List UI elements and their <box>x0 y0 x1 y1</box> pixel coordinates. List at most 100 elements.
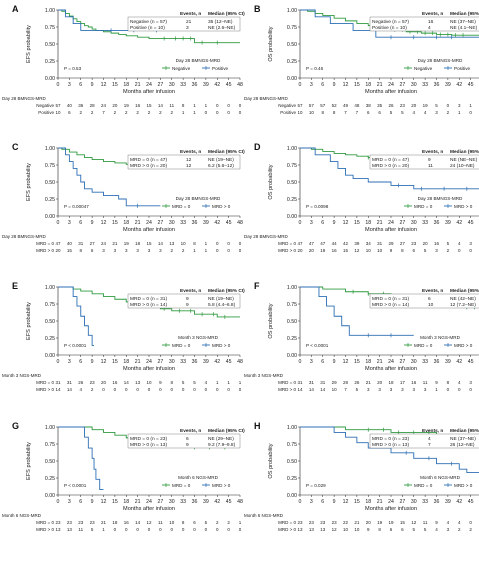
risk-value: 6 <box>193 520 196 525</box>
p-value: P = 0.0098 <box>306 204 329 209</box>
x-tick-label: 36 <box>192 82 198 88</box>
risk-value: 0 <box>193 527 196 532</box>
p-value: P = 0.53 <box>64 66 82 71</box>
risk-value: 3 <box>159 248 162 253</box>
legend-title: Month 3 NGS-MRD <box>178 335 219 340</box>
risk-value: 0 <box>227 110 230 115</box>
x-tick-label: 39 <box>203 499 209 505</box>
x-tick-label: 3 <box>310 499 313 505</box>
risk-value: 0 <box>216 241 219 246</box>
risk-value: 57 <box>297 103 303 108</box>
x-tick-label: 24 <box>146 220 152 226</box>
risk-value: 5 <box>91 527 94 532</box>
stats-group: MRD > 0 (n = 14) <box>130 302 167 308</box>
risk-value: 9 <box>390 248 393 253</box>
risk-row-label: MRD > 0 <box>36 387 54 392</box>
x-tick-label: 21 <box>135 359 141 365</box>
risk-value: 3 <box>458 103 461 108</box>
x-tick-label: 12 <box>343 499 349 505</box>
risk-value: 23 <box>90 520 96 525</box>
stats-events: 9 <box>186 442 189 448</box>
x-tick-label: 36 <box>192 499 198 505</box>
y-tick-label: 0.00 <box>45 353 55 359</box>
risk-value: 15 <box>67 248 73 253</box>
risk-row-label: MRD > 0 <box>36 527 54 532</box>
risk-value: 0 <box>227 248 230 253</box>
stats-events: 6 <box>186 436 189 442</box>
p-value: P = 0.029 <box>306 483 326 488</box>
km-curve-blue <box>300 147 479 190</box>
risk-value: 13 <box>309 527 315 532</box>
risk-value: 6 <box>390 527 393 532</box>
x-tick-label: 48 <box>237 359 243 365</box>
x-tick-label: 12 <box>101 82 107 88</box>
x-tick-label: 42 <box>214 220 220 226</box>
stats-median: 6.2 (5.6–12) <box>208 163 234 169</box>
risk-value: 7 <box>356 110 359 115</box>
x-tick-label: 9 <box>91 82 94 88</box>
x-tick-label: 45 <box>226 499 232 505</box>
risk-value: 21 <box>101 520 107 525</box>
y-tick-label: 0.25 <box>45 476 55 482</box>
stats-header-events: Events, n <box>422 11 443 17</box>
stats-group: MRD > 0 (n = 14) <box>372 302 409 308</box>
y-tick-label: 0.25 <box>45 59 55 65</box>
risk-value: 47 <box>320 241 326 246</box>
risk-value: 31 <box>78 241 84 246</box>
x-tick-label: 42 <box>214 499 220 505</box>
risk-value: 2 <box>136 110 139 115</box>
risk-value: 2 <box>447 248 450 253</box>
risk-value: 1 <box>205 103 208 108</box>
y-axis-label: EFS probability <box>26 25 32 63</box>
x-tick-label: 18 <box>123 82 129 88</box>
x-tick-label: 0 <box>57 82 60 88</box>
risk-value: 10 <box>146 380 152 385</box>
x-tick-label: 3 <box>310 220 313 226</box>
risk-value: 0 <box>469 520 472 525</box>
risk-value: 0 <box>193 387 196 392</box>
km-curve-blue <box>58 286 95 346</box>
risk-value: 47 <box>55 241 61 246</box>
y-tick-label: 1.00 <box>45 425 55 431</box>
risk-value: 2 <box>91 387 94 392</box>
x-tick-label: 33 <box>422 499 428 505</box>
x-tick-label: 21 <box>135 499 141 505</box>
stats-group: MRD = 0 (n = 23) <box>372 436 409 442</box>
risk-value: 1 <box>435 387 438 392</box>
legend-entry: MRD > 0 <box>212 343 231 348</box>
risk-row-label: Positive <box>280 110 296 115</box>
y-tick-label: 0.50 <box>45 319 55 325</box>
x-tick-label: 18 <box>123 499 129 505</box>
risk-value: 0 <box>458 248 461 253</box>
stats-header-median: Median (95% CI) <box>450 428 479 434</box>
risk-value: 0 <box>239 527 242 532</box>
x-tick-label: 36 <box>434 82 440 88</box>
risk-table-title: Day 28 BMNGS-MRD <box>244 96 289 101</box>
risk-value: 4 <box>458 241 461 246</box>
risk-value: 3 <box>412 387 415 392</box>
x-axis-label: Months after infusion <box>123 227 175 233</box>
x-tick-label: 9 <box>91 220 94 226</box>
risk-value: 0 <box>227 387 230 392</box>
y-tick-label: 0.75 <box>287 163 297 169</box>
stats-events: 9 <box>186 296 189 302</box>
x-tick-label: 48 <box>237 499 243 505</box>
risk-value: 44 <box>332 241 338 246</box>
y-tick-label: 0.00 <box>287 493 297 499</box>
y-tick-label: 0.75 <box>287 302 297 308</box>
risk-value: 5 <box>182 380 185 385</box>
legend-entry: MRD > 0 <box>212 483 231 488</box>
risk-value: 14 <box>67 387 73 392</box>
panel-letter: F <box>254 281 260 291</box>
y-tick-label: 0.00 <box>45 493 55 499</box>
km-curve-blue <box>300 426 479 474</box>
legend-entry: MRD = 0 <box>414 343 433 348</box>
x-tick-label: 0 <box>299 82 302 88</box>
panel-letter: C <box>12 142 19 152</box>
risk-value: 4 <box>79 387 82 392</box>
risk-value: 0 <box>216 248 219 253</box>
legend-entry: MRD = 0 <box>172 343 191 348</box>
risk-value: 17 <box>400 380 406 385</box>
risk-value: 9 <box>435 380 438 385</box>
panel-letter: B <box>254 4 261 14</box>
